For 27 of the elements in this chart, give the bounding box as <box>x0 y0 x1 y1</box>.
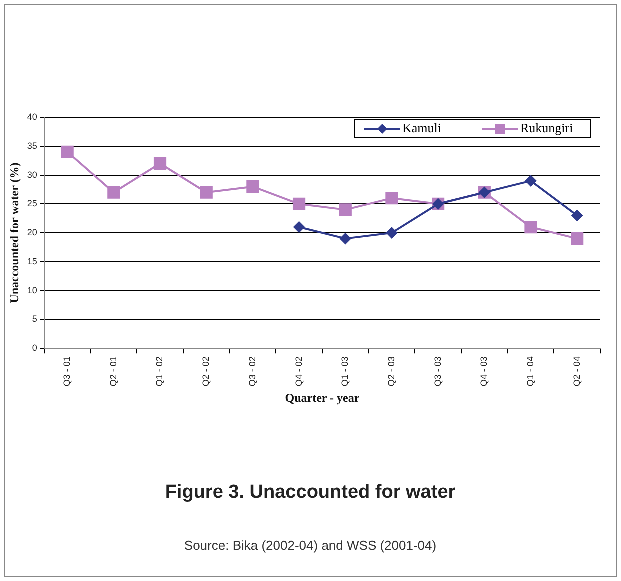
x-tick-label: Q3 - 03 <box>432 356 443 387</box>
y-tick-label: 40 <box>27 112 38 122</box>
x-tick-label: Q3 - 01 <box>62 356 72 387</box>
x-tick-label: Q2 - 01 <box>108 356 118 387</box>
y-tick-label: 35 <box>27 140 38 151</box>
x-tick-label: Q1 - 02 <box>154 356 165 387</box>
x-tick-label: Q3 - 02 <box>247 356 258 387</box>
text: Figure 3. Unaccounted for water <box>164 482 457 504</box>
y-tick-label: 20 <box>27 228 38 238</box>
x-tick-label: Q2 - 03 <box>386 356 396 387</box>
x-tick-label: Q4 - 02 <box>294 356 304 387</box>
y-tick-label: 15 <box>27 256 38 266</box>
y-tick-label: 10 <box>27 285 38 296</box>
y-tick-label: 0 <box>32 343 38 354</box>
x-axis-title: Quarter - year <box>285 390 360 405</box>
x-tick-label: Q2 - 04 <box>572 356 582 387</box>
x-tick-label: Q1 - 03 <box>340 356 350 387</box>
x-tick-label: Q4 - 03 <box>479 356 490 387</box>
source-note: Source: Bika (2002-04) and WSS (2001-04) <box>183 538 438 553</box>
x-tick-label: Q2 - 02 <box>201 356 212 387</box>
x-tick-label: Q1 - 04 <box>525 356 536 387</box>
y-tick-label: 30 <box>27 170 38 180</box>
y-tick-label: 5 <box>32 314 38 324</box>
y-tick-label: 25 <box>27 198 38 209</box>
legend-label: Kamuli <box>402 120 442 136</box>
legend-label: Rukungiri <box>520 120 574 136</box>
y-axis-title: Unaccounted for water (%) <box>7 162 22 304</box>
